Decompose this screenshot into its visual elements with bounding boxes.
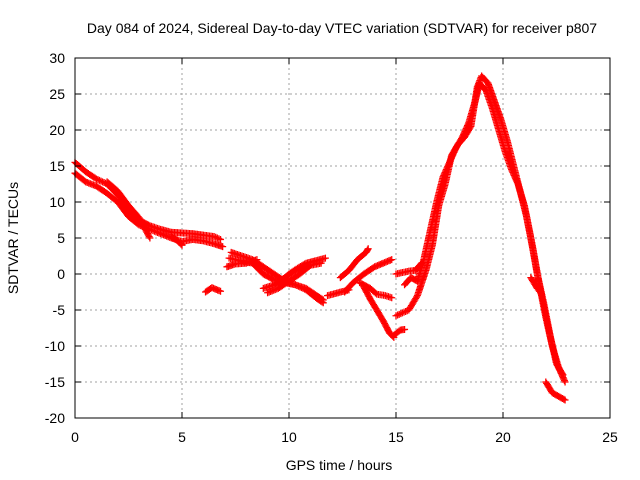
- data-point: [291, 281, 299, 289]
- data-point: [398, 309, 406, 317]
- axis-ticks: 0 5 10 15 20 25 -20 -15 -10 -5 0 5 10 15 20 25 30: [45, 50, 618, 445]
- data-point: [560, 395, 568, 403]
- data-point: [400, 308, 408, 316]
- data-point: [97, 177, 105, 185]
- data-point: [294, 282, 302, 290]
- y-tick-label: -15: [45, 374, 65, 390]
- data-points: [71, 72, 569, 404]
- data-point: [559, 371, 567, 379]
- data-point: [213, 234, 221, 242]
- data-point: [321, 254, 329, 262]
- data-point: [417, 260, 425, 268]
- data-point: [392, 312, 400, 320]
- data-point: [363, 246, 371, 254]
- data-point: [212, 233, 220, 241]
- data-point: [219, 243, 227, 251]
- data-point: [561, 378, 569, 386]
- data-point: [418, 259, 426, 267]
- data-point: [558, 369, 566, 377]
- y-tick-label: 10: [49, 194, 65, 210]
- data-point: [95, 176, 103, 184]
- data-point: [210, 233, 218, 241]
- data-point: [561, 396, 569, 404]
- y-tick-label: 20: [49, 122, 65, 138]
- data-point: [253, 256, 261, 264]
- data-point: [388, 256, 396, 264]
- data-point: [94, 176, 102, 184]
- x-tick-label: 10: [281, 429, 297, 445]
- y-tick-label: 25: [49, 86, 65, 102]
- data-point: [395, 310, 403, 318]
- y-tick-label: -10: [45, 338, 65, 354]
- data-point: [319, 299, 327, 307]
- x-tick-label: 25: [602, 429, 618, 445]
- data-point: [177, 240, 185, 248]
- chart-title: Day 084 of 2024, Sidereal Day-to-day VTE…: [87, 20, 597, 36]
- data-point: [388, 294, 396, 302]
- y-axis-title: SDTVAR / TECUs: [5, 182, 21, 294]
- x-axis-title: GPS time / hours: [286, 457, 393, 473]
- data-point: [299, 284, 307, 292]
- data-point: [293, 282, 301, 290]
- data-point: [146, 234, 154, 242]
- y-tick-label: 30: [49, 50, 65, 66]
- x-tick-label: 15: [388, 429, 404, 445]
- data-point: [296, 283, 304, 291]
- data-point: [402, 307, 410, 315]
- data-point: [145, 233, 153, 241]
- data-point: [397, 310, 405, 318]
- data-point: [298, 284, 306, 292]
- data-point: [394, 311, 402, 319]
- x-tick-label: 5: [178, 429, 186, 445]
- data-point: [217, 235, 225, 243]
- data-point: [178, 241, 186, 249]
- x-tick-label: 20: [495, 429, 511, 445]
- data-point: [318, 298, 326, 306]
- data-point: [215, 235, 223, 243]
- y-tick-label: -5: [53, 302, 66, 318]
- data-point: [364, 245, 372, 253]
- y-tick-label: 15: [49, 158, 65, 174]
- data-point: [401, 325, 409, 333]
- data-point: [536, 289, 544, 297]
- y-tick-label: 0: [57, 266, 65, 282]
- data-point: [371, 289, 379, 297]
- y-tick-label: -20: [45, 410, 65, 426]
- x-tick-label: 0: [71, 429, 79, 445]
- data-point: [92, 175, 100, 183]
- data-point: [217, 287, 225, 295]
- data-point: [538, 290, 546, 298]
- y-tick-label: 5: [57, 230, 65, 246]
